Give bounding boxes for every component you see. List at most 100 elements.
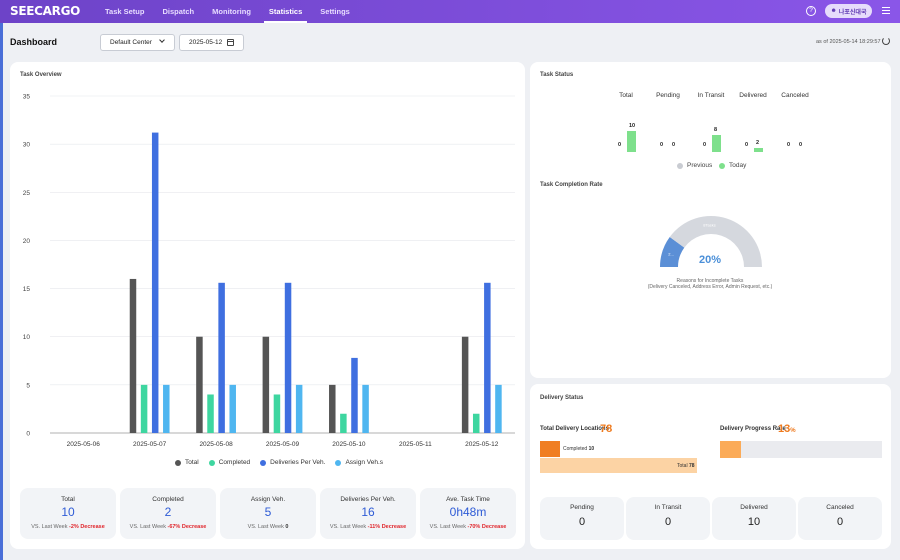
stat-cmp-value: -67% Decrease [167, 524, 207, 530]
total-caption-value: 78 [688, 463, 695, 469]
locations-bar-track [540, 458, 697, 473]
progress-bar-track [720, 441, 882, 458]
completion-rate-title: Task Completion Rate [540, 182, 603, 188]
nav-settings[interactable]: Settings [320, 7, 350, 16]
completed-caption: Completed 10 [563, 446, 594, 452]
task-overview-card [10, 62, 525, 549]
status-today-value: 10 [629, 123, 636, 129]
stat-comparison: VS. Last Week -70% Decrease [420, 524, 516, 530]
x-tick-label: 2025-05-06 [67, 441, 101, 448]
status-today-value: 2 [756, 139, 760, 146]
stat-tile-completed: Completed 2 VS. Last Week -67% Decrease [120, 488, 216, 539]
hamburger-menu-icon[interactable] [882, 7, 890, 14]
center-select-value: Default Center [110, 39, 152, 46]
date-value: 2025-05-12 [189, 39, 223, 46]
bar-total [196, 336, 203, 433]
nav-statistics[interactable]: Statistics [260, 0, 311, 23]
nav-dispatch[interactable]: Dispatch [162, 7, 195, 16]
stat-value: 0h48m [449, 505, 487, 519]
y-tick-label: 15 [23, 286, 31, 293]
main-nav: Task Setup Dispatch Monitoring Statistic… [96, 0, 359, 23]
y-tick-label: 30 [23, 142, 31, 149]
completion-rate-percent: 20% [698, 254, 722, 266]
center-select[interactable]: Default Center [100, 34, 175, 51]
app-logo[interactable]: SEECARGO [10, 4, 81, 18]
bar-completed [472, 413, 480, 433]
stat-tile-ave-task-time: Ave. Task Time 0h48m VS. Last Week -70% … [420, 488, 516, 539]
progress-rate-number: 13 [778, 423, 791, 435]
nav-task-setup[interactable]: Task Setup [105, 7, 145, 16]
progress-rate-unit: % [790, 428, 796, 434]
legend-item: Completed [208, 459, 250, 466]
task-overview-chart: 0 5 10 15 20 25 30 35 2025-05-06 2025-05-07 2025-0… [23, 94, 515, 448]
bar-total [129, 278, 137, 433]
bar-deliveries-per-veh [218, 282, 225, 433]
bar-assign-veh-s [362, 384, 369, 433]
refresh-icon[interactable] [882, 37, 890, 45]
status-col-total: Total [619, 92, 633, 99]
stat-comparison: VS. Last Week -11% Decrease [320, 524, 416, 530]
stat-label: Deliveries Per Veh. [340, 496, 396, 503]
x-tick-label: 2025-05-12 [465, 441, 499, 448]
status-legend-today: Today [719, 162, 746, 169]
status-previous-value: 0 [660, 142, 664, 148]
total-locations-value: 78 [600, 423, 613, 435]
x-tick-label: 2025-05-07 [133, 441, 167, 448]
status-previous-value: 0 [703, 142, 707, 148]
status-col-pending: Pending [656, 92, 680, 99]
bar-completed [340, 413, 347, 433]
status-previous-value: 0 [745, 142, 749, 148]
progress-rate-value: 13% [778, 423, 796, 435]
left-edge-accent [0, 23, 3, 560]
status-col-in-transit: In Transit [697, 92, 725, 99]
y-tick-label: 20 [23, 238, 31, 245]
stat-tile-deliveries-per-veh: Deliveries Per Veh. 16 VS. Last Week -11… [320, 488, 416, 539]
delivery-pill-pending: Pending 0 [540, 497, 624, 540]
status-col-delivered: Delivered [739, 92, 767, 99]
stat-cmp-value: 0 [285, 524, 289, 530]
task-status-title: Task Status [540, 72, 574, 78]
stat-cmp-value: -2% Decrease [69, 524, 105, 530]
completion-rate-gauge: 2... 8Tasks [660, 215, 762, 267]
delivery-pill-delivered: Delivered 10 [712, 497, 796, 540]
help-icon[interactable]: ? [806, 6, 816, 16]
stat-comparison: VS. Last Week -67% Decrease [120, 524, 216, 530]
y-tick-label: 0 [26, 431, 30, 438]
stat-tile-total: Total 10 VS. Last Week -2% Decrease [20, 488, 116, 539]
status-previous-value: 0 [787, 142, 791, 148]
pill-label: Delivered [740, 504, 768, 511]
bar-assign-veh-s [163, 384, 170, 433]
as-of-timestamp: as of 2025-05-14 18:29:57 [816, 39, 881, 45]
legend-label: Previous [687, 162, 713, 169]
x-tick-label: 2025-05-11 [399, 441, 432, 448]
completed-caption-value: 10 [588, 446, 595, 452]
incomplete-reasons-note: Reasons for Incomplete Tasks (Delivery C… [620, 278, 800, 290]
gauge-incomplete-segment [669, 215, 762, 267]
legend-swatch [335, 459, 342, 466]
user-menu-button[interactable]: ☻ 나포신대국 [825, 4, 872, 18]
status-today-bar [627, 131, 636, 152]
bar-total [461, 336, 469, 433]
stat-cmp-prefix: VS. Last Week [429, 524, 466, 530]
stat-value: 10 [61, 505, 75, 519]
delivery-pill-in-transit: In Transit 0 [626, 497, 710, 540]
pill-label: In Transit [654, 504, 682, 511]
stat-cmp-prefix: VS. Last Week [31, 524, 68, 530]
nav-monitoring[interactable]: Monitoring [212, 7, 251, 16]
pill-value: 10 [747, 516, 761, 528]
total-caption: Total 78 [677, 463, 695, 469]
date-picker[interactable]: 2025-05-12 [179, 34, 244, 51]
chevron-down-icon [159, 37, 165, 43]
bar-assign-veh-s [229, 384, 236, 433]
bar-completed [207, 394, 214, 433]
stat-comparison: VS. Last Week -2% Decrease [20, 524, 116, 530]
legend-item: Deliveries Per Veh. [260, 459, 325, 466]
stat-label: Assign Veh. [250, 496, 286, 503]
legend-label: Assign Veh.s [345, 459, 384, 466]
chart-legend: Total Completed Deliveries Per Veh. Assi… [175, 459, 383, 466]
bar-deliveries-per-veh [151, 132, 159, 433]
calendar-icon [227, 39, 234, 46]
pill-value: 0 [836, 516, 844, 528]
progress-bar-fill [720, 441, 742, 458]
stat-cmp-value: -70% Decrease [467, 524, 507, 530]
